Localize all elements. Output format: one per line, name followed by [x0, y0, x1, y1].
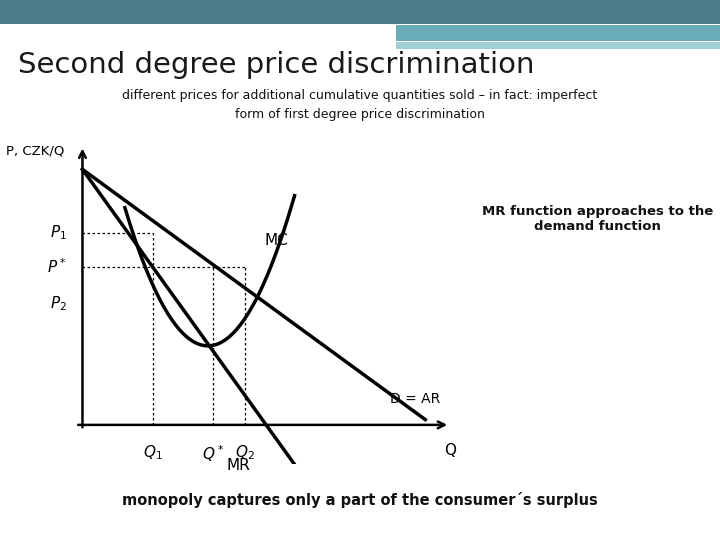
Text: $P_1$: $P_1$	[50, 223, 66, 242]
Text: monopoly captures only a part of the consumer´s surplus: monopoly captures only a part of the con…	[122, 491, 598, 508]
Text: $Q_1$: $Q_1$	[143, 443, 163, 462]
Text: $Q^*$: $Q^*$	[202, 443, 225, 464]
Text: MR: MR	[226, 458, 250, 473]
Text: $P^*$: $P^*$	[47, 258, 66, 276]
Text: $Q_2$: $Q_2$	[235, 443, 255, 462]
Bar	[0, 0, 720, 24]
Text: P, CZK/Q: P, CZK/Q	[6, 144, 65, 158]
Text: MC: MC	[264, 233, 288, 248]
Text: Second degree price discrimination: Second degree price discrimination	[18, 51, 534, 79]
Text: Q: Q	[444, 443, 456, 458]
Text: $P_2$: $P_2$	[50, 294, 66, 313]
Text: MR function approaches to the
demand function: MR function approaches to the demand fun…	[482, 205, 714, 233]
Text: form of first degree price discrimination: form of first degree price discriminatio…	[235, 108, 485, 121]
Text: different prices for additional cumulative quantities sold – in fact: imperfect: different prices for additional cumulati…	[122, 89, 598, 102]
Text: D = AR: D = AR	[390, 392, 440, 406]
Bar	[396, 42, 720, 49]
Bar	[396, 25, 720, 40]
